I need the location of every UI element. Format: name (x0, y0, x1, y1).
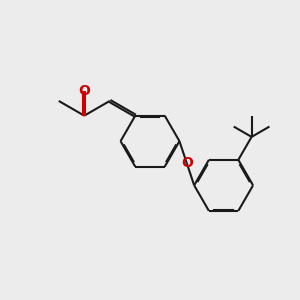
Text: O: O (181, 156, 193, 170)
Text: O: O (78, 84, 90, 98)
